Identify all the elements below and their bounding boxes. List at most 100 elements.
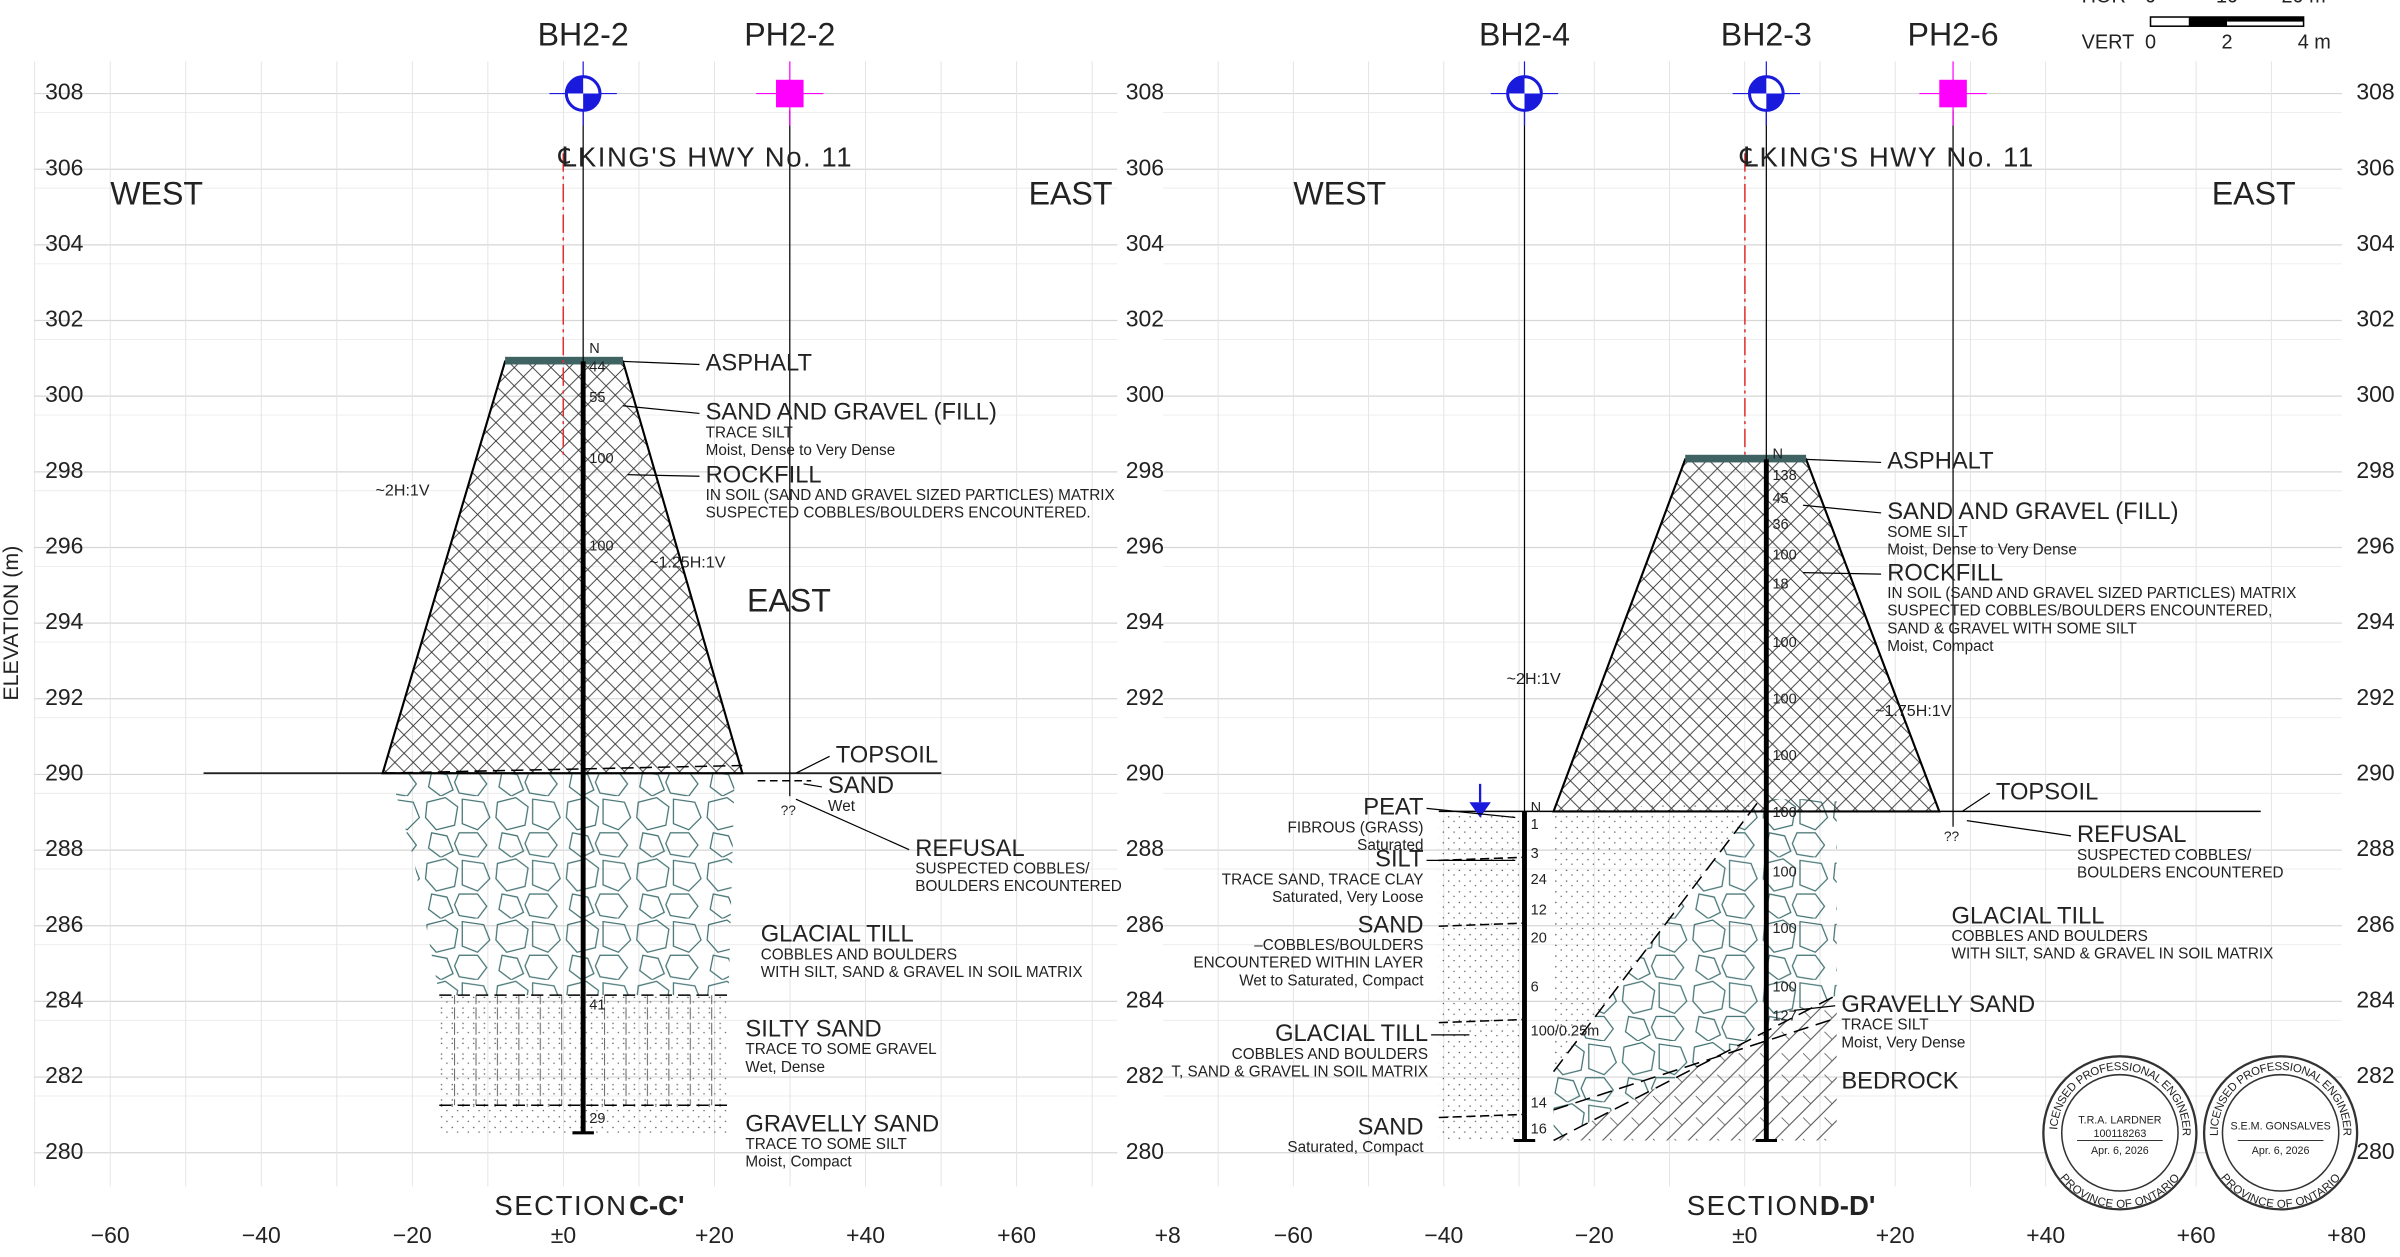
- elevation-label: 296: [45, 533, 83, 559]
- layer-name: TOPSOIL: [836, 743, 938, 769]
- elevation-label: 282: [1126, 1062, 1164, 1088]
- section-id: C-C': [629, 1190, 685, 1221]
- asphalt: [505, 356, 623, 365]
- leader-line: [1803, 572, 1882, 575]
- scale-bar-fill: [2188, 17, 2228, 27]
- layer-boundary: [1438, 1113, 1523, 1119]
- blow-count: 100: [589, 451, 613, 467]
- blow-count: 36: [1772, 517, 1788, 533]
- layer-name: ROCKFILL: [1887, 560, 2003, 586]
- blow-count: 44: [589, 359, 605, 375]
- blow-count: 100: [1772, 748, 1796, 764]
- elevation-label: 286: [45, 911, 83, 937]
- layer-note: Saturated, Very Loose: [1272, 889, 1423, 906]
- offset-label: +40: [2026, 1222, 2065, 1248]
- leader-line: [1426, 807, 1516, 819]
- layer-note: IN SOIL (SAND AND GRAVEL SIZED PARTICLES…: [706, 487, 1115, 504]
- layer-name: SILT: [1375, 847, 1423, 873]
- blow-count: 18: [1772, 577, 1788, 593]
- blow-count: 138: [1772, 468, 1796, 484]
- stamp-text: Apr. 6, 2026: [2091, 1145, 2149, 1157]
- blow-count: N: [589, 341, 600, 357]
- layer-name: SAND AND GRAVEL (FILL): [706, 400, 997, 426]
- blow-count: 100: [1772, 979, 1796, 995]
- layer-name: ROCKFILL: [706, 462, 822, 488]
- elevation-label: 286: [2356, 911, 2394, 937]
- offset-label: −20: [393, 1222, 432, 1248]
- layer-note: WITH SILT, SAND & GRAVEL IN SOIL MATRIX: [1952, 946, 2274, 963]
- offset-label: +8: [1155, 1222, 1181, 1248]
- scale-tick: 20 m: [2281, 0, 2325, 7]
- borehole-name: BH2-3: [1721, 16, 1812, 52]
- layer-name: GRAVELLY SAND: [745, 1111, 939, 1137]
- stamp-text: T.R.A. LARDNER: [2078, 1114, 2162, 1126]
- layer-note: Moist, Dense to Very Dense: [706, 442, 896, 459]
- direction-label: EAST: [2212, 176, 2296, 212]
- borehole-name: PH2-2: [744, 16, 835, 52]
- layer-name: TOPSOIL: [1996, 779, 2098, 805]
- blow-count: 55: [589, 390, 605, 406]
- borehole-quadrant: [583, 93, 600, 111]
- water-level: [1469, 802, 1491, 818]
- layer-name: SAND: [1358, 912, 1424, 938]
- blow-count: 100: [1772, 635, 1796, 651]
- scale-label: HOR: [2082, 0, 2126, 7]
- layer-note: COBBLES AND BOULDERS: [1232, 1046, 1428, 1063]
- elevation-label: 282: [45, 1062, 83, 1088]
- layer-note: ENCOUNTERED WITHIN LAYER: [1193, 955, 1423, 972]
- borehole-name: BH2-2: [538, 16, 629, 52]
- layer-note: TRACE SILT: [706, 424, 793, 441]
- stamp-ring: [2042, 1055, 2198, 1211]
- elevation-label: 298: [1126, 457, 1164, 483]
- probe-hole-symbol: [1939, 79, 1967, 108]
- asphalt: [1685, 454, 1807, 463]
- elevation-label: 308: [45, 79, 83, 105]
- leader-line: [1803, 504, 1882, 514]
- blow-count: 100: [1772, 805, 1796, 821]
- stamp-text: 100118263: [2094, 1128, 2147, 1140]
- leader-line: [795, 798, 910, 851]
- stamp-text: S.E.M. GONSALVES: [2230, 1121, 2330, 1133]
- blow-count: 100/0.25m: [1531, 1024, 1600, 1040]
- elevation-label: 306: [45, 154, 83, 180]
- elevation-label: 300: [2356, 381, 2394, 407]
- elevation-label: 302: [45, 306, 83, 332]
- blow-count: 20: [1531, 930, 1547, 946]
- layer-note: TRACE SILT: [1841, 1017, 1928, 1034]
- elevation-label: 296: [1126, 533, 1164, 559]
- elevation-label: 292: [2356, 684, 2394, 710]
- blow-count: 24: [1531, 872, 1547, 888]
- borehole-quadrant: [1524, 93, 1542, 111]
- blow-count: 3: [1531, 846, 1539, 862]
- offset-label: +20: [695, 1222, 734, 1248]
- offset-label: +60: [2177, 1222, 2216, 1248]
- stamp-ring: [2202, 1055, 2359, 1211]
- blow-count: 12: [1531, 903, 1547, 919]
- direction-label: WEST: [1293, 176, 1386, 212]
- layer-note: FIBROUS (GRASS): [1287, 819, 1423, 836]
- elevation-label: 292: [1126, 684, 1164, 710]
- blow-count: 45: [1772, 491, 1788, 507]
- direction-label: WEST: [110, 176, 203, 212]
- scale-tick: 0: [2145, 0, 2156, 7]
- layer-name: SILTY SAND: [745, 1017, 881, 1043]
- elevation-label: 304: [2356, 230, 2395, 256]
- elevation-label: 308: [1126, 79, 1164, 105]
- offset-label: −60: [91, 1222, 130, 1248]
- layer-note: COBBLES AND BOULDERS: [761, 946, 957, 963]
- blow-count: 6: [1531, 979, 1539, 995]
- borehole-quadrant: [566, 76, 584, 94]
- elevation-label: 284: [2356, 986, 2395, 1012]
- layer-boundary: [1438, 922, 1523, 927]
- layer-name: GLACIAL TILL: [1275, 1021, 1428, 1047]
- layer-name: SAND: [828, 773, 894, 799]
- elevation-label: 308: [2356, 79, 2394, 105]
- layer-note: BOULDERS ENCOUNTERED: [2077, 864, 2284, 881]
- blow-count: 100: [1772, 864, 1796, 880]
- layer-name: BEDROCK: [1841, 1069, 1958, 1095]
- blow-count: 41: [589, 998, 605, 1014]
- offset-label: −60: [1274, 1222, 1313, 1248]
- leader-line: [803, 783, 823, 788]
- blow-count: 100: [589, 538, 613, 554]
- scale-tick: 2: [2222, 31, 2233, 53]
